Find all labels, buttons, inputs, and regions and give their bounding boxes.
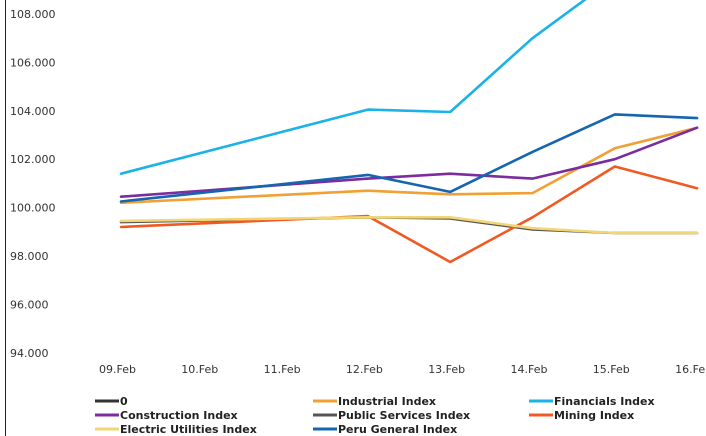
series-line bbox=[119, 0, 587, 175]
series-line bbox=[119, 126, 699, 205]
y-tick-label: 102.000 bbox=[10, 153, 56, 166]
legend-item[interactable]: Financials Index bbox=[529, 395, 655, 408]
legend-label: Construction Index bbox=[120, 409, 238, 422]
y-axis-ticks: 94.000 96.000 98.000 100.000 102.000 104.000 1… bbox=[10, 8, 56, 360]
legend-label: Mining Index bbox=[554, 409, 634, 422]
legend-label: Industrial Index bbox=[338, 395, 436, 408]
legend-item[interactable]: Industrial Index bbox=[313, 395, 436, 408]
y-tick-label: 96.000 bbox=[10, 298, 49, 311]
legend-label: Financials Index bbox=[554, 395, 655, 408]
x-tick-label: 10.Feb bbox=[181, 363, 218, 376]
legend[interactable]: 0 Industrial Index Financials Index Constru… bbox=[95, 395, 655, 436]
x-tick-label: 15.Feb bbox=[593, 363, 630, 376]
x-tick-label: 13.Feb bbox=[428, 363, 465, 376]
legend-label: Electric Utilities Index bbox=[120, 423, 257, 436]
x-tick-label: 09.Feb bbox=[99, 363, 136, 376]
series-line bbox=[119, 113, 699, 203]
y-tick-label: 106.000 bbox=[10, 56, 56, 69]
legend-item[interactable]: Peru General Index bbox=[313, 423, 457, 436]
x-axis-ticks: 09.Feb 10.Feb 11.Feb 12.Feb 13.Feb 14.Feb 15.F… bbox=[99, 363, 706, 376]
series-line bbox=[119, 126, 699, 198]
x-tick-label: 16.Feb bbox=[675, 363, 706, 376]
plot-area bbox=[119, 0, 699, 264]
y-tick-label: 104.000 bbox=[10, 105, 56, 118]
y-tick-label: 94.000 bbox=[10, 347, 49, 360]
legend-label: Public Services Index bbox=[338, 409, 470, 422]
y-tick-label: 100.000 bbox=[10, 202, 56, 215]
y-tick-label: 98.000 bbox=[10, 250, 49, 263]
legend-item[interactable]: Mining Index bbox=[529, 409, 634, 422]
legend-label: Peru General Index bbox=[338, 423, 457, 436]
legend-item[interactable]: Construction Index bbox=[95, 409, 238, 422]
x-tick-label: 12.Feb bbox=[346, 363, 383, 376]
y-tick-label: 108.000 bbox=[10, 8, 56, 21]
series-line bbox=[119, 216, 699, 235]
x-tick-label: 11.Feb bbox=[264, 363, 301, 376]
legend-item[interactable]: Electric Utilities Index bbox=[95, 423, 257, 436]
legend-item[interactable]: Public Services Index bbox=[313, 409, 470, 422]
legend-item[interactable]: 0 bbox=[95, 395, 128, 408]
x-tick-label: 14.Feb bbox=[511, 363, 548, 376]
legend-label: 0 bbox=[120, 395, 128, 408]
